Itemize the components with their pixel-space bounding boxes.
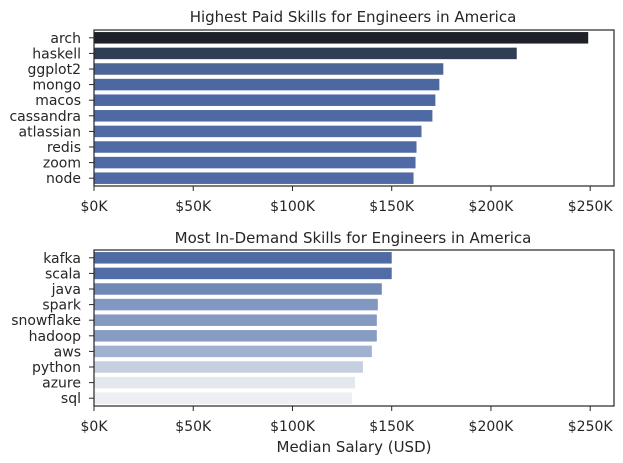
bar-python [94,361,363,373]
x-tick-label: $0K [81,199,109,215]
x-tick-label: $100K [270,199,316,215]
category-label: zoom [43,156,81,172]
plot-frame [93,249,615,407]
category-label: arch [50,31,81,47]
x-tick-label: $250K [568,419,614,435]
category-label: redis [47,140,81,156]
category-label: azure [42,376,81,392]
bar-macos [94,94,436,106]
x-tick-label: $100K [270,419,316,435]
category-label: cassandra [9,109,81,125]
category-label: mongo [32,78,81,94]
bar-arch [94,32,589,44]
bar-redis [94,141,417,153]
x-tick-label: $200K [469,199,515,215]
bar-aws [94,345,372,358]
category-labels: kafkascalajavasparksnowflakehadoopawspyt… [11,251,94,407]
x-tick-label: $150K [369,199,415,215]
category-label: kafka [43,251,81,267]
bar-atlassian [94,125,422,138]
bar-cassandra [94,110,433,122]
x-axis-ticks: $0K $50K $100K $150K $200K $250K [81,406,614,435]
category-label: haskell [32,46,81,62]
x-tick-label: $200K [469,419,515,435]
bar-node [94,172,414,184]
bar-group [94,252,392,404]
plot-frame [93,29,615,187]
x-tick-label: $150K [369,419,415,435]
category-label: spark [42,298,82,314]
bar-snowflake [94,314,377,326]
category-label: java [51,282,81,298]
x-tick-label: $50K [175,199,212,215]
category-label: macos [35,93,81,109]
category-labels: archhaskellggplot2mongomacoscassandraatl… [9,31,94,187]
highest-paid-skills-chart: Highest Paid Skills for Engineers in Ame… [9,8,615,215]
x-tick-label: $250K [568,199,614,215]
bar-java [94,283,382,295]
category-label: atlassian [19,124,81,140]
bar-azure [94,376,355,389]
bar-spark [94,298,378,311]
chart-title: Highest Paid Skills for Engineers in Ame… [190,8,517,26]
bar-ggplot2 [94,63,444,75]
bar-hadoop [94,330,377,342]
chart-title: Most In-Demand Skills for Engineers in A… [175,229,532,247]
category-label: hadoop [29,329,81,345]
category-label: aws [54,344,81,360]
bar-sql [94,392,353,404]
x-axis-ticks: $0K $50K $100K $150K $200K $250K [81,186,614,215]
bar-group [94,32,589,184]
x-tick-label: $50K [175,419,212,435]
category-label: python [32,360,81,376]
bar-scala [94,267,392,280]
x-tick-label: $0K [81,419,109,435]
x-axis-label: Median Salary (USD) [277,438,432,456]
bar-zoom [94,156,416,169]
bar-haskell [94,47,517,60]
category-label: node [46,171,81,187]
bar-kafka [94,252,392,264]
category-label: ggplot2 [27,62,81,78]
category-label: scala [45,266,81,282]
most-in-demand-skills-chart: Most In-Demand Skills for Engineers in A… [11,229,615,456]
category-label: sql [61,391,81,407]
bar-mongo [94,78,440,91]
category-label: snowflake [11,313,81,329]
